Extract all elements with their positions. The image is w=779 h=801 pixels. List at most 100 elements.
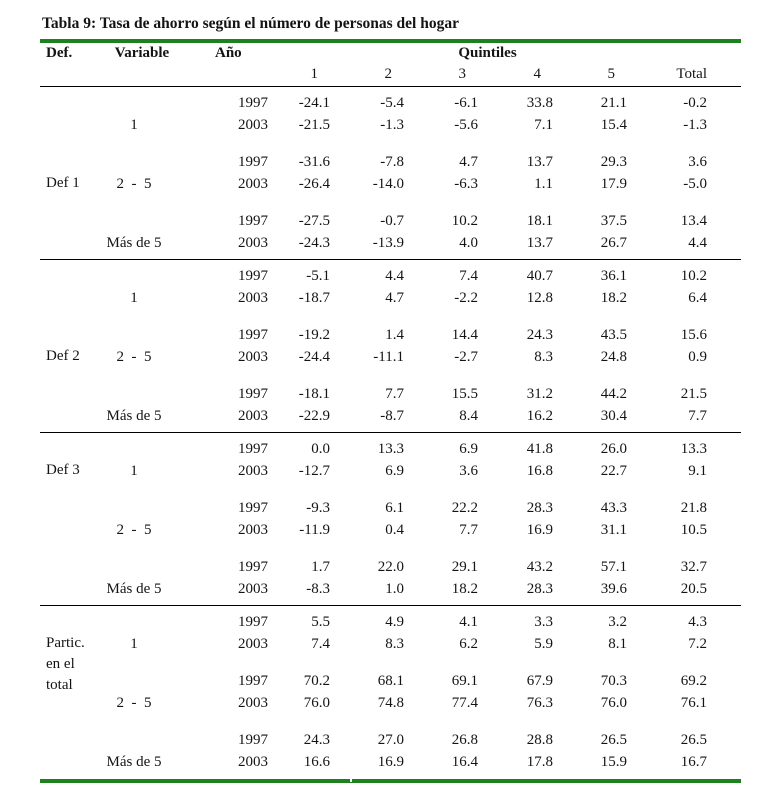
quintile-4-cell: 12.8: [526, 290, 553, 306]
quintile-4-cell: 28.3: [526, 581, 553, 597]
total-cell: 4.4: [688, 235, 707, 251]
quintile-3-cell: 4.0: [459, 235, 478, 251]
total-cell: 76.1: [680, 695, 707, 711]
quintile-3-cell: 6.9: [459, 441, 478, 457]
def-label-cell: [40, 324, 98, 346]
total-cell: 9.1: [688, 463, 707, 479]
header-quintile-2: 2: [384, 66, 393, 82]
def-label-cell: [40, 438, 98, 460]
quintile-1-cell: -19.2: [298, 327, 330, 343]
quintile-1-cell: -27.5: [298, 213, 330, 229]
quintile-3-cell: -5.6: [454, 117, 478, 133]
year-cell: 1997: [238, 500, 268, 516]
header-row-columns: 1 2 3 4 5 Total: [40, 64, 741, 85]
variable-cell: 2 - 5: [116, 176, 152, 192]
variable-cell: 1: [130, 117, 138, 133]
variable-cell: 2 - 5: [116, 695, 152, 711]
quintile-4-cell: 18.1: [526, 213, 553, 229]
quintile-5-cell: 29.3: [600, 154, 627, 170]
quintile-5-cell: 57.1: [600, 559, 627, 575]
quintile-4-cell: 8.3: [534, 349, 553, 365]
year-cell: 2003: [238, 581, 268, 597]
table-body: 1997 -24.1 -5.4 -6.1 33.8 21.1 -0.2 1 2003 -21.5 -…: [40, 87, 741, 779]
variable-cell: Más de 5: [106, 754, 162, 770]
total-cell: -1.3: [683, 117, 707, 133]
year-cell: 2003: [238, 463, 268, 479]
quintile-1-cell: 24.3: [303, 732, 330, 748]
def-label-cell: [40, 692, 98, 714]
year-cell: 2003: [238, 636, 268, 652]
variable-cell: Más de 5: [106, 408, 162, 424]
quintile-5-cell: 26.0: [600, 441, 627, 457]
quintile-4-cell: 76.3: [526, 695, 553, 711]
total-cell: 20.5: [680, 581, 707, 597]
quintile-3-cell: 18.2: [451, 581, 478, 597]
table-row: Más de 5 2003 -8.3 1.0 18.2 28.3 39.6 20.5: [40, 578, 741, 600]
quintile-3-cell: 77.4: [451, 695, 478, 711]
quintile-5-cell: 21.1: [600, 95, 627, 111]
quintile-5-cell: 30.4: [600, 408, 627, 424]
total-cell: 69.2: [680, 673, 707, 689]
variable-cell: [98, 438, 170, 460]
variable-cell: [98, 729, 170, 751]
quintile-4-cell: 33.8: [526, 95, 553, 111]
quintile-2-cell: 74.8: [377, 695, 404, 711]
quintile-4-cell: 40.7: [526, 268, 553, 284]
year-cell: 1997: [238, 95, 268, 111]
variable-cell: [98, 265, 170, 287]
table-row: Más de 5 2003 16.6 16.9 16.4 17.8 15.9 16.7: [40, 751, 741, 773]
quintile-5-cell: 15.9: [600, 754, 627, 770]
quintile-2-cell: -0.7: [380, 213, 404, 229]
total-cell: 26.5: [680, 732, 707, 748]
variable-cell: [98, 92, 170, 114]
quintile-5-cell: 26.7: [600, 235, 627, 251]
total-cell: 6.4: [688, 290, 707, 306]
table-bottom-rule: [40, 779, 741, 783]
year-cell: 1997: [238, 732, 268, 748]
table-row: Más de 5 2003 -24.3 -13.9 4.0 13.7 26.7 4.4: [40, 232, 741, 254]
quintile-2-cell: 6.9: [385, 463, 404, 479]
year-cell: 1997: [238, 614, 268, 630]
quintile-2-cell: 4.7: [385, 290, 404, 306]
quintile-1-cell: 76.0: [303, 695, 330, 711]
def-label-cell: Partic. en el total: [46, 635, 85, 693]
year-cell: 1997: [238, 559, 268, 575]
quintile-3-cell: 15.5: [451, 386, 478, 402]
table-row: 1997 -31.6 -7.8 4.7 13.7 29.3 3.6: [40, 151, 741, 173]
quintile-2-cell: 4.9: [385, 614, 404, 630]
table-row: 1997 1.7 22.0 29.1 43.2 57.1 32.7: [40, 556, 741, 578]
quintile-1-cell: 0.0: [311, 441, 330, 457]
quintile-2-cell: -7.8: [380, 154, 404, 170]
quintile-4-cell: 13.7: [526, 235, 553, 251]
variable-cell: [98, 210, 170, 232]
variable-cell: [98, 611, 170, 633]
quintile-5-cell: 43.5: [600, 327, 627, 343]
table-row: 1997 -5.1 4.4 7.4 40.7 36.1 10.2: [40, 265, 741, 287]
year-cell: 2003: [238, 408, 268, 424]
def-label-cell: [40, 405, 98, 427]
header-def: Def.: [46, 45, 73, 61]
header-year: Año: [215, 45, 242, 61]
total-cell: 10.5: [680, 522, 707, 538]
header-quintile-1: 1: [310, 66, 319, 82]
group-spacer: [40, 714, 741, 729]
table-row: 2 - 5 2003 76.0 74.8 77.4 76.3 76.0 76.1: [40, 692, 741, 714]
quintile-2-cell: 7.7: [385, 386, 404, 402]
variable-cell: 1: [130, 290, 138, 306]
table-row: 1997 70.2 68.1 69.1 67.9 70.3 69.2: [40, 670, 741, 692]
quintile-3-cell: 16.4: [451, 754, 478, 770]
total-cell: 3.6: [688, 154, 707, 170]
def-label-cell: [40, 556, 98, 578]
quintile-3-cell: -2.2: [454, 290, 478, 306]
def-label-cell: [40, 578, 98, 600]
quintile-2-cell: 27.0: [377, 732, 404, 748]
variable-cell: 1: [130, 636, 138, 652]
quintile-4-cell: 16.2: [526, 408, 553, 424]
table-section-1: 1997 -24.1 -5.4 -6.1 33.8 21.1 -0.2 1 2003 -21.5 -…: [40, 87, 741, 260]
quintile-4-cell: 17.8: [526, 754, 553, 770]
quintile-4-cell: 3.3: [534, 614, 553, 630]
header-total: Total: [676, 66, 707, 82]
quintile-2-cell: -8.7: [380, 408, 404, 424]
quintile-5-cell: 18.2: [600, 290, 627, 306]
quintile-4-cell: 28.3: [526, 500, 553, 516]
